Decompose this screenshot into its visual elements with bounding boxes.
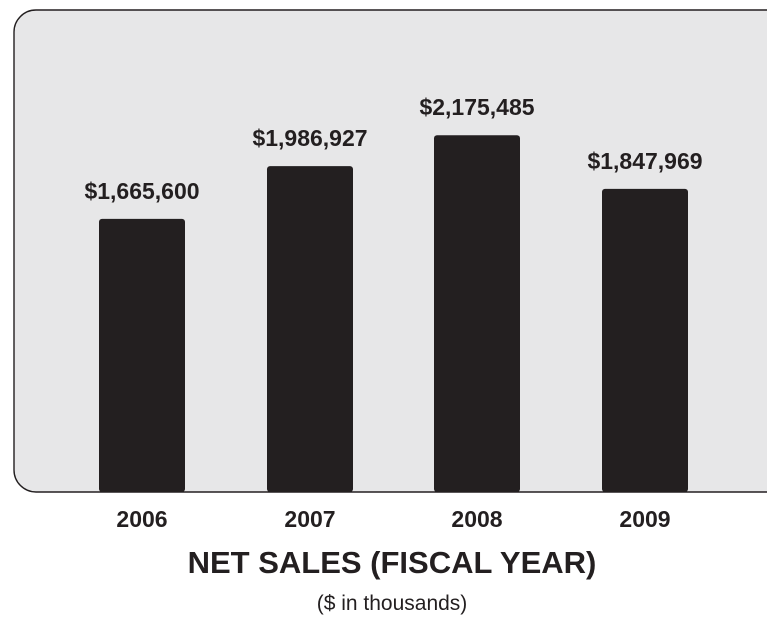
value-label-2006: $1,665,600 bbox=[84, 178, 199, 204]
value-label-2009: $1,847,969 bbox=[587, 148, 702, 174]
bar-2006 bbox=[99, 218, 185, 492]
bar-2008 bbox=[434, 135, 520, 492]
bars-group bbox=[99, 135, 688, 492]
bar-2007 bbox=[267, 166, 353, 492]
category-label-2007: 2007 bbox=[284, 506, 335, 532]
category-labels-group: 2006 2007 2008 2009 bbox=[116, 506, 670, 532]
category-label-2008: 2008 bbox=[451, 506, 502, 532]
value-labels-group: $1,665,600 $1,986,927 $2,175,485 $1,847,969 bbox=[84, 94, 702, 204]
bar-2009 bbox=[602, 188, 688, 492]
category-label-2009: 2009 bbox=[619, 506, 670, 532]
chart-subtitle: ($ in thousands) bbox=[317, 592, 468, 615]
category-label-2006: 2006 bbox=[116, 506, 167, 532]
chart-title: NET SALES (FISCAL YEAR) bbox=[188, 545, 597, 580]
value-label-2007: $1,986,927 bbox=[252, 125, 367, 151]
value-label-2008: $2,175,485 bbox=[419, 94, 534, 120]
chart-panel bbox=[13, 9, 767, 493]
